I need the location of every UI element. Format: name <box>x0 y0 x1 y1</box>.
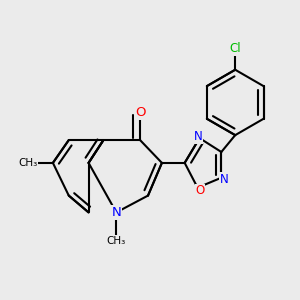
Text: CH₃: CH₃ <box>18 158 37 168</box>
Text: O: O <box>135 106 145 119</box>
Text: N: N <box>194 130 203 143</box>
Text: N: N <box>111 206 121 219</box>
Text: O: O <box>195 184 205 197</box>
Text: CH₃: CH₃ <box>107 236 126 246</box>
Text: N: N <box>220 173 229 186</box>
Text: Cl: Cl <box>230 42 241 56</box>
